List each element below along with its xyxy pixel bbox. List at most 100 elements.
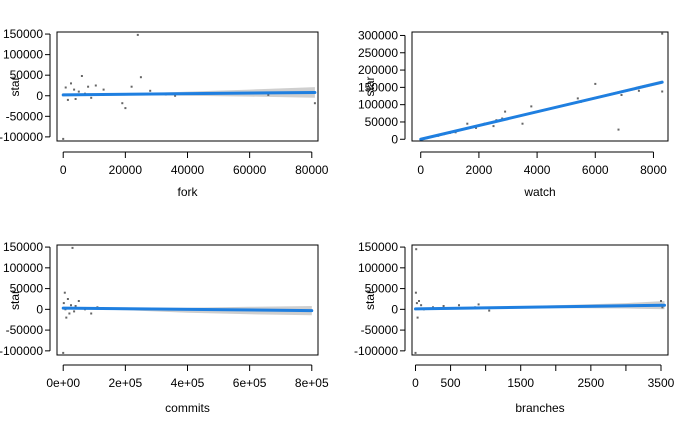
x-axis-title: fork — [177, 185, 198, 199]
x-tick-label: 3500 — [648, 376, 675, 390]
data-point — [65, 316, 68, 319]
x-tick-label: 4000 — [524, 163, 551, 177]
data-point — [415, 302, 418, 305]
data-point — [504, 110, 507, 113]
data-point — [420, 304, 423, 307]
x-axis: 0 2000 4000 6000 8000 — [417, 151, 667, 177]
y-tick-label: 100000 — [358, 261, 398, 275]
y-tick-label: 150000 — [358, 80, 398, 94]
x-axis: 0e+00 2e+05 4e+05 6e+05 8e+05 — [46, 364, 329, 390]
y-axis-title: star — [8, 290, 22, 310]
x-tick-label: 500 — [441, 376, 461, 390]
data-point — [70, 82, 72, 85]
data-point — [73, 310, 76, 313]
data-point — [77, 300, 80, 302]
plot-frame — [411, 31, 669, 142]
data-point — [74, 305, 77, 307]
chart-panel-commits: 0e+00 2e+05 4e+05 6e+05 8e+05 -100000 -50000 0 5… — [0, 240, 329, 415]
data-point — [64, 86, 67, 89]
x-tick-label: 0 — [60, 163, 67, 177]
x-tick-label: 8e+05 — [295, 376, 329, 390]
data-point — [66, 98, 69, 101]
y-axis: -100000 -50000 0 50000 100000 150000 — [0, 27, 51, 144]
y-tick-label: 250000 — [358, 46, 398, 60]
data-point — [71, 246, 74, 249]
x-tick-label: 40000 — [171, 163, 205, 177]
fit-line — [419, 80, 664, 141]
y-tick-label: 0 — [391, 302, 398, 316]
x-tick-label: 80000 — [295, 163, 329, 177]
data-point — [594, 82, 597, 85]
data-point — [576, 97, 579, 100]
y-tick-label: 0 — [36, 89, 43, 103]
data-point — [174, 94, 177, 97]
y-tick-label: 100000 — [358, 98, 398, 112]
x-axis-title: branches — [515, 401, 564, 415]
data-point — [149, 89, 152, 92]
y-tick-label: -50000 — [6, 109, 44, 123]
data-point — [102, 88, 105, 91]
x-tick-label: 2e+05 — [109, 376, 143, 390]
data-point — [488, 309, 491, 312]
data-point — [139, 76, 142, 79]
chart-panel-fork: 0 20000 40000 60000 80000 -100000 -50000 0 50000… — [0, 27, 329, 199]
y-tick-label: 50000 — [10, 282, 44, 296]
plot-frame — [411, 244, 669, 356]
y-tick-label: -100000 — [354, 344, 398, 358]
data-point — [313, 102, 316, 105]
x-tick-label: 6000 — [582, 163, 609, 177]
x-axis-title: watch — [523, 185, 555, 199]
x-tick-label: 60000 — [233, 163, 267, 177]
data-point — [62, 137, 65, 140]
y-tick-label: 50000 — [365, 282, 399, 296]
y-axis-title: star — [8, 76, 22, 96]
y-tick-label: 300000 — [358, 28, 398, 42]
y-tick-label: 0 — [391, 132, 398, 146]
data-point — [94, 84, 97, 87]
data-point — [661, 306, 664, 309]
data-point — [530, 105, 533, 108]
x-axis-title: commits — [165, 401, 210, 415]
y-tick-label: 150000 — [3, 240, 43, 254]
data-point — [267, 93, 270, 96]
x-tick-label: 20000 — [109, 163, 143, 177]
y-tick-label: 100000 — [3, 261, 43, 275]
data-point — [124, 107, 127, 110]
data-point — [415, 248, 418, 251]
data-point — [620, 94, 623, 96]
data-point — [521, 122, 524, 125]
plot-frame — [56, 244, 319, 356]
y-tick-label: -50000 — [6, 323, 44, 337]
data-point — [637, 89, 640, 92]
y-tick-label: 50000 — [10, 68, 44, 82]
data-point — [660, 300, 662, 302]
data-point — [458, 304, 460, 307]
x-axis: 0 500 1500 2500 3500 — [412, 364, 675, 390]
data-point — [90, 96, 93, 99]
data-point — [136, 33, 139, 36]
y-tick-label: -50000 — [361, 323, 399, 337]
data-point — [466, 122, 469, 125]
y-tick-label: 150000 — [358, 240, 398, 254]
x-tick-label: 6e+05 — [233, 376, 267, 390]
x-tick-label: 0 — [417, 163, 424, 177]
data-point — [475, 126, 477, 129]
x-axis: 0 20000 40000 60000 80000 — [60, 151, 329, 177]
chart-panel-branches: 0 500 1500 2500 3500 -100000 -50000 0 50000 10000… — [354, 240, 675, 415]
data-point — [477, 303, 480, 306]
data-point — [80, 75, 83, 77]
x-tick-label: 0 — [412, 376, 419, 390]
data-point — [121, 102, 124, 105]
x-tick-label: 0e+00 — [46, 376, 80, 390]
y-axis: -100000 -50000 0 50000 100000 150000 — [354, 240, 406, 358]
data-point — [68, 312, 71, 315]
data-point — [418, 300, 420, 302]
fit-line — [414, 303, 666, 311]
y-axis: -100000 -50000 0 50000 100000 150000 — [0, 240, 51, 358]
y-axis-title: star — [363, 76, 377, 96]
fit-line — [61, 306, 314, 313]
data-point — [416, 316, 419, 319]
x-tick-label: 2500 — [577, 376, 604, 390]
y-axis: 0 50000 100000 150000 200000 250000 300000 — [358, 28, 406, 146]
